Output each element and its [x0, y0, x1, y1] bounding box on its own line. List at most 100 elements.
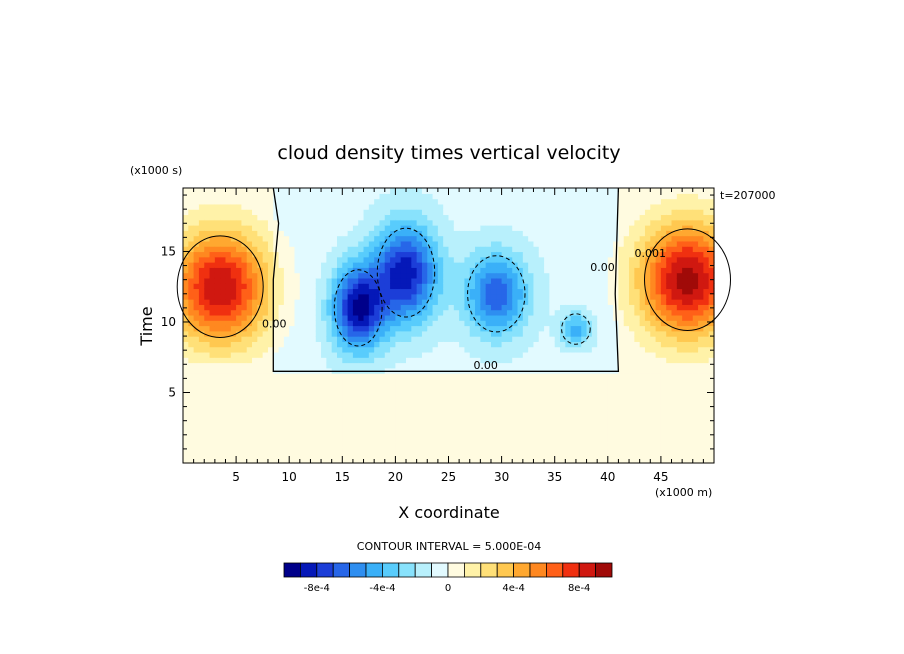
- heatmap-cell: [475, 314, 481, 321]
- heatmap-cell: [607, 325, 614, 332]
- heatmap-cell: [687, 272, 694, 279]
- heatmap-cell: [469, 251, 476, 258]
- heatmap-cell: [549, 336, 556, 342]
- heatmap-cell: [597, 436, 604, 443]
- heatmap-cell: [230, 404, 237, 411]
- heatmap-cell: [586, 425, 593, 432]
- heatmap-cell: [565, 457, 572, 464]
- heatmap-cell: [602, 351, 609, 358]
- heatmap-cell: [671, 267, 678, 274]
- heatmap-cell: [331, 188, 338, 194]
- heatmap-cell: [607, 357, 614, 364]
- heatmap-cell: [613, 351, 620, 358]
- heatmap-cell: [400, 235, 407, 242]
- heatmap-cell: [528, 452, 535, 459]
- heatmap-cell: [485, 394, 492, 401]
- heatmap-cell: [315, 357, 322, 364]
- heatmap-cell: [687, 230, 694, 237]
- heatmap-cell: [682, 320, 689, 327]
- heatmap-cell: [517, 447, 524, 454]
- heatmap-cell: [363, 193, 370, 200]
- heatmap-cell: [267, 240, 274, 247]
- heatmap-cell: [464, 309, 471, 316]
- heatmap-cell: [570, 330, 577, 337]
- heatmap-cell: [607, 267, 614, 274]
- heatmap-cell: [225, 330, 232, 337]
- heatmap-cell: [517, 246, 524, 253]
- heatmap-cell: [315, 394, 322, 401]
- heatmap-cell: [273, 341, 280, 348]
- heatmap-cell: [517, 288, 524, 295]
- heatmap-cell: [443, 309, 450, 316]
- heatmap-cell: [496, 188, 503, 194]
- heatmap-cell: [464, 373, 471, 379]
- heatmap-cell: [666, 240, 673, 247]
- heatmap-cell: [581, 293, 588, 300]
- heatmap-cell: [225, 362, 232, 369]
- heatmap-cell: [597, 251, 604, 258]
- heatmap-cell: [512, 452, 519, 459]
- heatmap-cell: [522, 288, 529, 295]
- heatmap-cell: [469, 288, 476, 295]
- heatmap-cell: [342, 267, 349, 274]
- heatmap-cell: [390, 240, 396, 247]
- heatmap-cell: [554, 267, 561, 274]
- heatmap-cell: [485, 388, 492, 395]
- heatmap-cell: [347, 277, 354, 284]
- heatmap-cell: [390, 219, 396, 226]
- heatmap-cell: [570, 235, 577, 242]
- heatmap-cell: [639, 193, 646, 200]
- heatmap-cell: [252, 436, 258, 443]
- heatmap-cell: [538, 193, 545, 200]
- heatmap-cell: [273, 420, 280, 427]
- heatmap-cell: [267, 219, 274, 226]
- heatmap-cell: [682, 272, 689, 279]
- heatmap-cell: [252, 246, 258, 253]
- heatmap-cell: [395, 330, 402, 337]
- heatmap-cell: [283, 299, 290, 305]
- heatmap-cell: [496, 304, 503, 311]
- heatmap-cell: [655, 214, 662, 221]
- heatmap-cell: [528, 272, 535, 279]
- heatmap-cell: [597, 288, 604, 295]
- heatmap-cell: [522, 277, 529, 284]
- heatmap-cell: [183, 388, 189, 395]
- heatmap-cell: [570, 320, 577, 327]
- heatmap-cell: [496, 357, 503, 364]
- heatmap-cell: [299, 309, 306, 316]
- heatmap-cell: [517, 341, 524, 348]
- heatmap-cell: [618, 367, 625, 374]
- heatmap-cell: [331, 219, 338, 226]
- heatmap-cell: [682, 314, 689, 321]
- heatmap-cell: [575, 436, 582, 443]
- heatmap-cell: [358, 415, 365, 422]
- heatmap-cell: [586, 404, 593, 411]
- heatmap-cell: [644, 188, 651, 194]
- heatmap-cell: [650, 330, 657, 337]
- heatmap-cell: [273, 320, 280, 327]
- heatmap-cell: [310, 373, 317, 379]
- heatmap-cell: [437, 267, 444, 274]
- heatmap-cell: [188, 256, 195, 263]
- heatmap-cell: [406, 193, 412, 200]
- heatmap-cell: [374, 256, 381, 263]
- heatmap-cell: [225, 431, 232, 438]
- heatmap-cell: [565, 246, 572, 253]
- heatmap-cell: [252, 452, 258, 459]
- heatmap-cell: [421, 256, 428, 263]
- heatmap-cell: [597, 256, 604, 263]
- heatmap-cell: [453, 399, 460, 406]
- heatmap-cell: [533, 251, 540, 258]
- heatmap-cell: [660, 304, 667, 311]
- heatmap-cell: [666, 193, 673, 200]
- heatmap-cell: [384, 394, 391, 401]
- heatmap-cell: [368, 304, 375, 311]
- heatmap-cell: [437, 351, 444, 358]
- heatmap-cell: [342, 320, 349, 327]
- heatmap-cell: [432, 230, 439, 237]
- heatmap-cell: [411, 193, 418, 200]
- heatmap-cell: [246, 457, 253, 464]
- heatmap-cell: [629, 214, 635, 221]
- heatmap-cell: [692, 452, 699, 459]
- heatmap-cell: [506, 457, 513, 464]
